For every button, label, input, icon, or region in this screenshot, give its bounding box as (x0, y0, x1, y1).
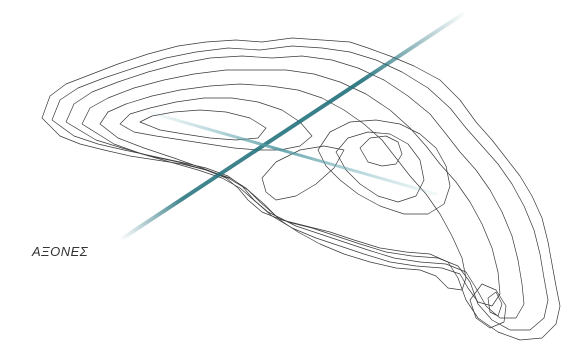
axes-label: ΑΞΟΝΕΣ (32, 244, 89, 259)
contour-2 (51, 45, 549, 331)
contour-lines (41, 37, 561, 341)
contour-lobe-1 (469, 283, 507, 329)
contour-4 (81, 69, 501, 307)
contour-6 (119, 97, 313, 151)
contour-5 (99, 83, 467, 291)
secondary-axis-line (146, 110, 438, 196)
contour-10 (261, 145, 345, 201)
contour-summit (359, 135, 403, 167)
contour-lobe-2 (487, 291, 503, 317)
contour-outer (41, 37, 561, 341)
contour-9 (335, 131, 425, 203)
contour-3 (65, 55, 525, 319)
axes (118, 10, 468, 242)
main-axis-line (118, 10, 468, 242)
contour-7 (139, 109, 267, 141)
contour-8 (317, 119, 451, 215)
